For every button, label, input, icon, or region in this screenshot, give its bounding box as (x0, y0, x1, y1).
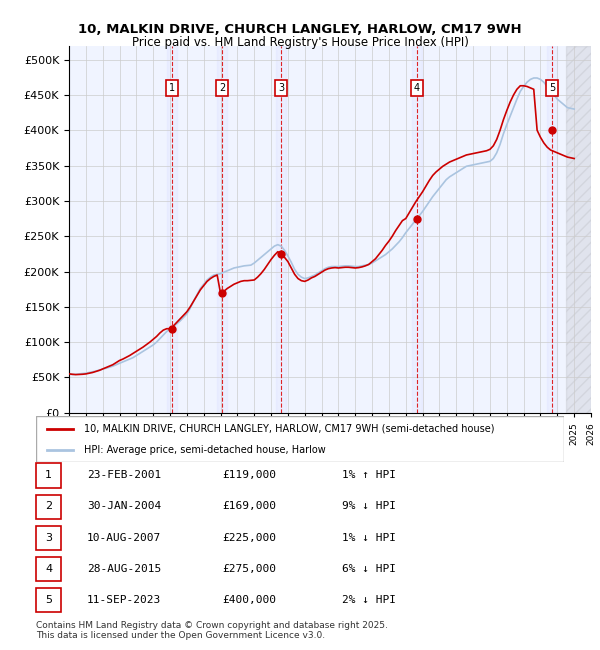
Bar (167, 46, 178, 413)
Text: 10-AUG-2007: 10-AUG-2007 (87, 532, 161, 543)
Text: £169,000: £169,000 (222, 501, 276, 512)
Text: 23-FEB-2001: 23-FEB-2001 (87, 470, 161, 480)
Text: 9% ↓ HPI: 9% ↓ HPI (342, 501, 396, 512)
Text: 1% ↑ HPI: 1% ↑ HPI (342, 470, 396, 480)
Text: 2: 2 (45, 501, 52, 512)
Text: 11-SEP-2023: 11-SEP-2023 (87, 595, 161, 605)
Bar (566, 46, 591, 413)
Text: £225,000: £225,000 (222, 532, 276, 543)
Text: 5: 5 (549, 83, 556, 93)
Text: 5: 5 (45, 595, 52, 605)
FancyBboxPatch shape (36, 416, 564, 462)
Text: 2: 2 (219, 83, 225, 93)
Text: £275,000: £275,000 (222, 564, 276, 574)
Text: 28-AUG-2015: 28-AUG-2015 (87, 564, 161, 574)
Bar (217, 46, 227, 413)
Text: 3: 3 (45, 532, 52, 543)
Text: 10, MALKIN DRIVE, CHURCH LANGLEY, HARLOW, CM17 9WH (semi-detached house): 10, MALKIN DRIVE, CHURCH LANGLEY, HARLOW… (83, 424, 494, 434)
Text: 1% ↓ HPI: 1% ↓ HPI (342, 532, 396, 543)
Text: HPI: Average price, semi-detached house, Harlow: HPI: Average price, semi-detached house,… (83, 445, 325, 455)
Text: Price paid vs. HM Land Registry's House Price Index (HPI): Price paid vs. HM Land Registry's House … (131, 36, 469, 49)
Text: 1: 1 (45, 470, 52, 480)
Bar (412, 46, 422, 413)
Text: 3: 3 (278, 83, 284, 93)
Text: 30-JAN-2004: 30-JAN-2004 (87, 501, 161, 512)
Text: 1: 1 (169, 83, 175, 93)
Text: £119,000: £119,000 (222, 470, 276, 480)
Text: £400,000: £400,000 (222, 595, 276, 605)
Text: 6% ↓ HPI: 6% ↓ HPI (342, 564, 396, 574)
Bar (547, 46, 557, 413)
Bar (276, 46, 286, 413)
Text: Contains HM Land Registry data © Crown copyright and database right 2025.
This d: Contains HM Land Registry data © Crown c… (36, 621, 388, 640)
Text: 4: 4 (414, 83, 420, 93)
Text: 10, MALKIN DRIVE, CHURCH LANGLEY, HARLOW, CM17 9WH: 10, MALKIN DRIVE, CHURCH LANGLEY, HARLOW… (78, 23, 522, 36)
Text: 4: 4 (45, 564, 52, 574)
Text: 2% ↓ HPI: 2% ↓ HPI (342, 595, 396, 605)
